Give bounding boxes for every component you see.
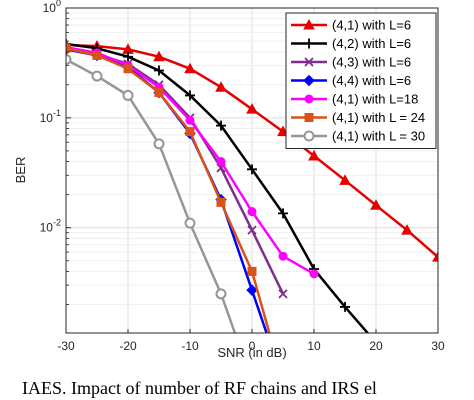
- data-point: [247, 266, 257, 276]
- data-point: [308, 149, 320, 161]
- data-point: [216, 120, 226, 131]
- x-tick-label: -20: [119, 339, 137, 353]
- legend: (4,1) with L=6 (4,2) with L=6 (4,3) with L…: [285, 12, 437, 149]
- series-2: [66, 39, 370, 333]
- x-tick-label: 30: [431, 339, 445, 353]
- y-tick-label: 10-2: [40, 218, 61, 235]
- x-tick-label: -30: [57, 339, 75, 353]
- series-7: [66, 53, 237, 333]
- data-point: [92, 50, 102, 60]
- legend-marker: [303, 74, 315, 87]
- data-point: [153, 138, 165, 150]
- data-point: [66, 43, 71, 53]
- data-point: [185, 90, 195, 101]
- data-point: [184, 217, 196, 229]
- data-point: [401, 224, 413, 235]
- legend-label: (4,1) with L=6: [332, 18, 411, 33]
- data-point: [309, 269, 319, 279]
- data-point: [91, 70, 103, 82]
- data-point: [123, 64, 133, 74]
- data-point: [215, 288, 227, 300]
- data-point: [247, 207, 257, 217]
- legend-label: (4,1) with L = 30: [332, 129, 425, 144]
- data-point: [123, 51, 133, 62]
- legend-label: (4,2) with L=6: [332, 36, 411, 51]
- data-point: [66, 53, 72, 65]
- data-point: [154, 65, 164, 76]
- x-tick-label: -10: [181, 339, 199, 353]
- data-point: [278, 251, 288, 261]
- series-line: [66, 47, 271, 333]
- legend-marker: [304, 94, 314, 104]
- data-point: [246, 284, 258, 296]
- data-point: [340, 301, 350, 312]
- data-point: [246, 103, 258, 114]
- legend-marker: [303, 18, 315, 30]
- legend-marker: [304, 57, 314, 67]
- x-tick-label: 0: [249, 339, 256, 353]
- data-point: [215, 81, 227, 92]
- series-6: [66, 43, 271, 333]
- data-point: [184, 62, 196, 74]
- data-point: [278, 289, 288, 299]
- x-tick-label: 20: [369, 339, 383, 353]
- legend-label: (4,1) with L = 24: [332, 110, 425, 125]
- axis-ticks: -30 -20 -10 0 10 20 30 100 10-1 10-2: [40, 0, 445, 353]
- data-point: [154, 88, 164, 98]
- data-point: [432, 251, 438, 262]
- x-axis-label: SNR (in dB): [217, 345, 286, 360]
- legend-label: (4,1) with L=18: [332, 92, 418, 107]
- legend-marker: [304, 113, 314, 122]
- legend-marker: [304, 38, 314, 49]
- data-point: [153, 50, 165, 62]
- caption: IAES. Impact of number of RF chains and …: [22, 378, 377, 398]
- data-point: [247, 164, 257, 175]
- data-point: [216, 157, 226, 167]
- x-tick-label: 10: [307, 339, 321, 353]
- data-point: [278, 208, 288, 219]
- data-point: [216, 197, 226, 207]
- data-point: [247, 225, 257, 235]
- series-layer: [66, 39, 438, 333]
- y-axis-label: BER: [13, 157, 28, 184]
- data-point: [370, 199, 382, 210]
- legend-label: (4,4) with L=6: [332, 73, 411, 88]
- data-point: [339, 174, 351, 185]
- data-point: [122, 89, 134, 101]
- y-tick-label: 100: [43, 0, 61, 15]
- legend-label: (4,3) with L=6: [332, 55, 411, 70]
- y-tick-label: 10-1: [40, 108, 61, 125]
- data-point: [185, 127, 195, 137]
- data-point: [185, 115, 195, 125]
- legend-marker: [303, 130, 315, 142]
